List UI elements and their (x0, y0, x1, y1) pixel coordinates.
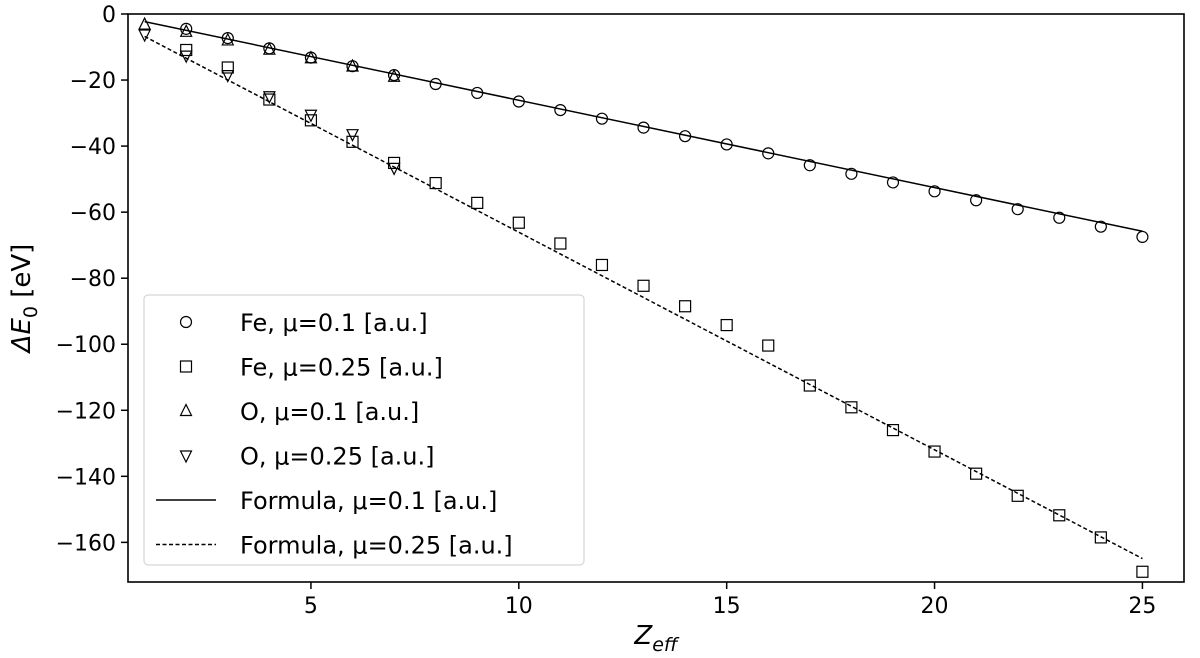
square-point (180, 43, 193, 57)
square-point (429, 176, 442, 190)
circle-point (637, 121, 650, 134)
circle-point (720, 138, 733, 151)
circle-point (595, 112, 609, 125)
triangle-up-point (387, 68, 401, 82)
triangle-up-point (179, 23, 193, 37)
square-point (845, 401, 858, 414)
legend-circle-sample (179, 315, 193, 329)
triangle-down-point (221, 69, 235, 83)
circle-point (679, 130, 692, 143)
y-axis-label: ΔE0 [eV] (7, 244, 42, 355)
legend: Fe, μ=0.1 [a.u.] Fe, μ=0.25 [a.u.] O, μ=0.… (143, 294, 585, 566)
legend-entry-label: Formula, μ=0.1 [a.u.] (240, 487, 497, 515)
circle-point (845, 167, 858, 180)
y-tick-label: 0 (102, 3, 116, 28)
legend-entry-label: O, μ=0.1 [a.u.] (240, 398, 419, 426)
circle-point (762, 147, 775, 160)
triangle-down-point (262, 91, 276, 105)
square-point (637, 279, 650, 292)
x-tick-label: 15 (713, 594, 741, 619)
circle-point (970, 194, 983, 207)
square-point (1011, 489, 1024, 502)
legend-entry-label: Fe, μ=0.25 [a.u.] (240, 354, 443, 382)
y-axis-label-subscript: 0 (20, 306, 42, 318)
x-axis-ticks: 5 10 15 20 25 (304, 582, 1156, 619)
circle-point (803, 159, 816, 172)
circle-point (1011, 203, 1024, 216)
fit-line-series-4 (144, 20, 1143, 233)
triangle-up-point (304, 50, 318, 64)
triangle-down-point (138, 29, 152, 43)
x-axis-label-base: Z (633, 621, 653, 651)
square-point (679, 300, 692, 313)
legend-box (143, 294, 585, 566)
square-point (803, 379, 816, 392)
triangle-down-point (304, 109, 318, 123)
triangle-down-point (179, 50, 193, 64)
triangle-up-point (138, 16, 152, 30)
circle-point (928, 185, 941, 198)
legend-triangle-up-sample (179, 403, 193, 417)
square-point (1053, 509, 1066, 522)
y-tick-label: −60 (70, 201, 116, 226)
square-point (304, 114, 318, 127)
fit-line-series-5 (144, 35, 1143, 560)
square-point (263, 93, 276, 106)
triangle-up-point (221, 32, 235, 46)
circle-point (471, 86, 484, 100)
square-point (595, 258, 609, 272)
square-point (970, 467, 983, 480)
circle-point (886, 176, 900, 189)
circle-point (1094, 220, 1107, 233)
triangle-up-point (262, 41, 276, 55)
square-point (928, 445, 941, 458)
x-axis-label: Zeff (633, 621, 680, 656)
x-tick-label: 10 (505, 594, 533, 619)
y-tick-label: −140 (56, 465, 116, 490)
legend-triangle-down-sample (179, 450, 193, 464)
y-axis-ticks: 0 −20 −40 −60 −80 −100 −120 −140 −160 (56, 3, 128, 556)
circle-point (429, 77, 442, 91)
plot-area-frame (127, 13, 1185, 583)
square-point (886, 423, 900, 437)
y-tick-label: −100 (56, 333, 116, 358)
triangle-down-point (346, 129, 359, 143)
circle-point (554, 103, 567, 117)
square-point (1136, 565, 1149, 578)
x-tick-label: 5 (304, 594, 318, 619)
y-tick-label: −120 (56, 399, 116, 424)
y-axis-label-unit: [eV] (7, 244, 37, 306)
square-point (221, 61, 234, 74)
fit-lines-layer (144, 20, 1143, 560)
x-axis-label-subscript: eff (652, 634, 680, 656)
square-point (512, 216, 525, 229)
square-point (554, 237, 567, 250)
legend-entry-label: O, μ=0.25 [a.u.] (240, 443, 435, 471)
square-point (471, 196, 484, 209)
y-axis-label-base: ΔE (7, 318, 37, 355)
legend-square-sample (179, 360, 193, 373)
circle-point (180, 22, 193, 35)
y-tick-label: −160 (56, 531, 116, 556)
y-tick-label: −20 (70, 69, 116, 94)
y-tick-label: −40 (70, 135, 116, 160)
triangle-up-point (346, 58, 359, 72)
circle-point (1136, 230, 1149, 244)
markers-layer (138, 16, 1149, 578)
square-point (346, 135, 359, 148)
x-tick-label: 20 (921, 594, 949, 619)
square-point (720, 318, 733, 332)
y-tick-label: −80 (70, 267, 116, 292)
legend-entry-label: Formula, μ=0.25 [a.u.] (240, 532, 513, 560)
triangle-down-point (387, 162, 401, 176)
square-point (762, 339, 775, 352)
circle-point (512, 95, 525, 108)
circle-point (1053, 211, 1066, 224)
legend-entry-label: Fe, μ=0.1 [a.u.] (240, 309, 428, 337)
x-tick-label: 25 (1128, 594, 1156, 619)
square-point (1094, 531, 1107, 544)
